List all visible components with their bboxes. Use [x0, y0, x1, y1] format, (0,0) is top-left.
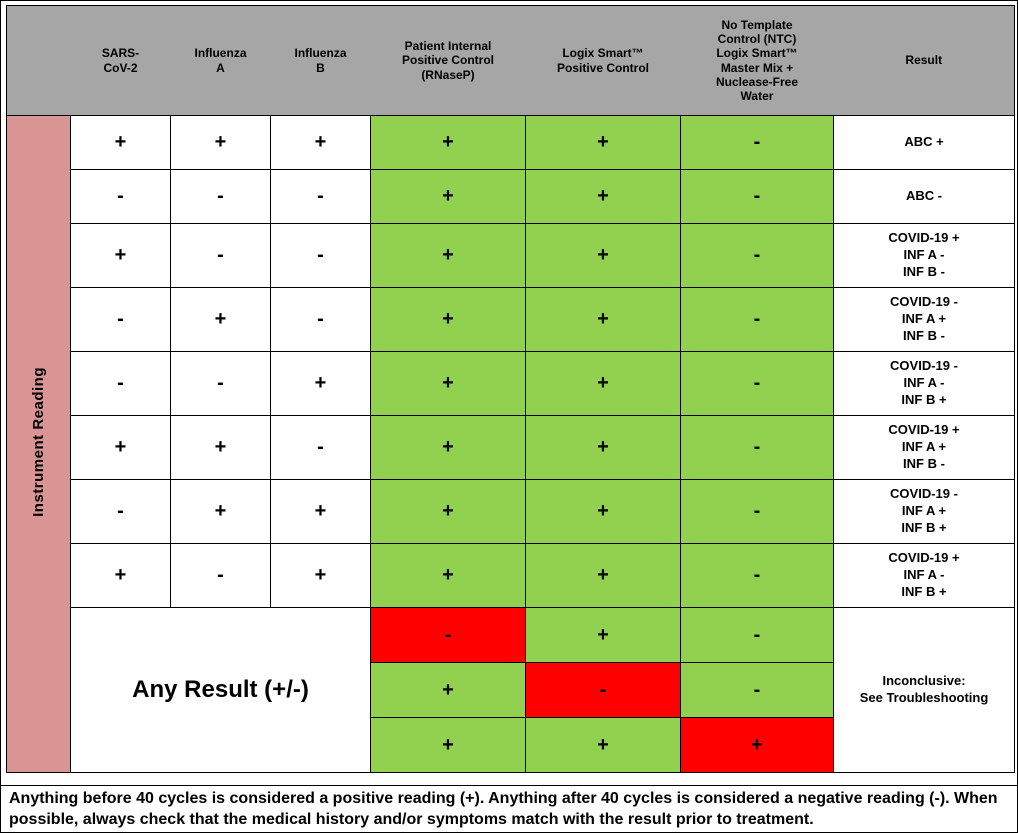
result-cell: COVID-19 - INF A + INF B +: [833, 479, 1015, 544]
control-cell: -: [680, 415, 834, 480]
control-cell: +: [370, 543, 526, 608]
control-cell: +: [525, 543, 681, 608]
header-patient-internal-positive-control: Patient Internal Positive Control (RNase…: [370, 5, 526, 116]
reading-cell: -: [170, 351, 271, 416]
instrument-reading-label: Instrument Reading: [30, 366, 47, 517]
header-influenza-b: Influenza B: [270, 5, 371, 116]
control-cell: +: [525, 169, 681, 224]
reading-cell: -: [270, 415, 371, 480]
control-cell: +: [525, 223, 681, 288]
table-wrap: SARS- CoV-2 Influenza A Influenza B Pati…: [1, 1, 1017, 785]
reading-cell: -: [170, 543, 271, 608]
table-row: + - + + + - COVID-19 + INF A - INF B +: [7, 543, 1015, 608]
control-cell: +: [525, 115, 681, 170]
reading-cell: +: [270, 479, 371, 544]
table-row-inconclusive: Any Result (+/-) - + - Inconclusive: See…: [7, 607, 1015, 773]
result-cell: ABC +: [833, 115, 1015, 170]
control-cell: +: [370, 169, 526, 224]
control-cell: +: [370, 415, 526, 480]
control-cell: +: [525, 479, 681, 544]
reading-cell: -: [170, 223, 271, 288]
reading-cell: -: [70, 287, 171, 352]
result-cell: COVID-19 - INF A - INF B +: [833, 351, 1015, 416]
result-cell: COVID-19 + INF A + INF B -: [833, 415, 1015, 480]
control-cell: -: [680, 287, 834, 352]
result-cell: ABC -: [833, 169, 1015, 224]
control-cell: +: [370, 287, 526, 352]
header-influenza-a: Influenza A: [170, 5, 271, 116]
control-cell: -: [680, 351, 834, 416]
results-interpretation-table: SARS- CoV-2 Influenza A Influenza B Pati…: [6, 5, 1015, 773]
reading-cell: -: [70, 351, 171, 416]
any-result-cell: Any Result (+/-): [70, 607, 371, 773]
table-row-inconclusive: + - -: [7, 662, 1015, 718]
reading-cell: +: [270, 115, 371, 170]
control-cell: -: [680, 479, 834, 544]
reading-cell: -: [270, 169, 371, 224]
table-row: Instrument Reading + + + + + - ABC +: [6, 115, 1015, 773]
control-cell: +: [525, 287, 681, 352]
control-cell: +: [370, 662, 526, 718]
control-cell: -: [680, 607, 834, 663]
reading-cell: +: [270, 351, 371, 416]
control-cell: +: [525, 351, 681, 416]
reading-cell: +: [170, 415, 271, 480]
reading-cell: +: [170, 479, 271, 544]
control-cell: -: [680, 115, 834, 170]
control-cell: -: [680, 662, 834, 718]
control-cell: +: [370, 717, 526, 773]
reading-cell: -: [70, 479, 171, 544]
control-cell: +: [370, 479, 526, 544]
control-cell: +: [370, 115, 526, 170]
control-cell: -: [680, 543, 834, 608]
control-cell: +: [370, 223, 526, 288]
footer-note: Anything before 40 cycles is considered …: [1, 785, 1017, 832]
control-cell: +: [525, 415, 681, 480]
reading-cell: +: [170, 115, 271, 170]
control-cell: -: [370, 607, 526, 663]
reading-cell: +: [70, 223, 171, 288]
reading-cell: -: [270, 223, 371, 288]
header-logix-smart-positive-control: Logix Smart™ Positive Control: [525, 5, 681, 116]
result-cell-inconclusive: Inconclusive: See Troubleshooting: [833, 607, 1015, 773]
control-cell: +: [370, 351, 526, 416]
result-cell: COVID-19 + INF A - INF B -: [833, 223, 1015, 288]
header-no-template-control: No Template Control (NTC) Logix Smart™ M…: [680, 5, 834, 116]
table-row: + + - + + - COVID-19 + INF A + INF B -: [7, 415, 1015, 480]
reading-cell: -: [170, 169, 271, 224]
reading-cell: -: [270, 287, 371, 352]
reading-cell: +: [70, 415, 171, 480]
reading-cell: -: [70, 169, 171, 224]
table-row: - - + + + - COVID-19 - INF A - INF B +: [7, 351, 1015, 416]
result-cell: COVID-19 - INF A + INF B -: [833, 287, 1015, 352]
result-cell: COVID-19 + INF A - INF B +: [833, 543, 1015, 608]
table-row: - + - + + - COVID-19 - INF A + INF B -: [7, 287, 1015, 352]
reading-cell: +: [170, 287, 271, 352]
table-row: - + + + + - COVID-19 - INF A + INF B +: [7, 479, 1015, 544]
control-cell: -: [525, 662, 681, 718]
header-corner: [6, 5, 71, 116]
table-row: - - - + + - ABC -: [7, 169, 1015, 224]
instrument-reading-sidebar: Instrument Reading: [6, 115, 71, 773]
control-cell: -: [680, 223, 834, 288]
control-cell: +: [680, 717, 834, 773]
table-row-inconclusive: + + +: [7, 717, 1015, 773]
reading-cell: +: [70, 543, 171, 608]
control-cell: +: [525, 607, 681, 663]
control-cell: +: [525, 717, 681, 773]
table-row: + - - + + - COVID-19 + INF A - INF B -: [7, 223, 1015, 288]
reading-cell: +: [70, 115, 171, 170]
header-row: SARS- CoV-2 Influenza A Influenza B Pati…: [6, 5, 1015, 116]
header-sars-cov-2: SARS- CoV-2: [70, 5, 171, 116]
reading-cell: +: [270, 543, 371, 608]
header-result: Result: [833, 5, 1015, 116]
control-cell: -: [680, 169, 834, 224]
